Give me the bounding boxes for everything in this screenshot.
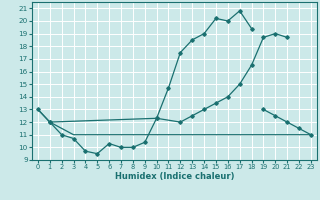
X-axis label: Humidex (Indice chaleur): Humidex (Indice chaleur) bbox=[115, 172, 234, 181]
